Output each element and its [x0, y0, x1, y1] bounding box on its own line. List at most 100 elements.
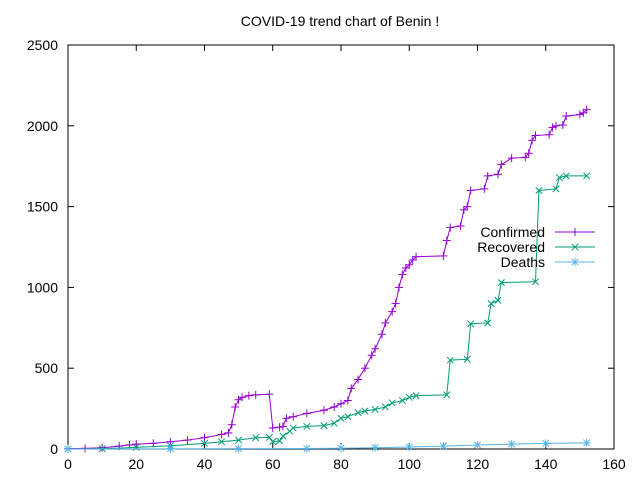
- y-tick-label: 2000: [27, 118, 58, 134]
- data-point: [575, 110, 584, 119]
- data-point: [289, 424, 297, 432]
- data-point: [371, 405, 379, 413]
- data-point: [541, 439, 550, 448]
- data-point: [166, 444, 175, 453]
- y-tick-label: 1500: [27, 199, 58, 215]
- data-point: [487, 300, 495, 308]
- data-point: [265, 433, 273, 441]
- data-point: [217, 430, 226, 439]
- series-deaths: [64, 438, 591, 453]
- data-point: [466, 186, 475, 195]
- data-point: [408, 255, 417, 264]
- x-tick-label: 100: [398, 456, 422, 472]
- y-tick-label: 2500: [27, 37, 58, 53]
- data-point: [235, 436, 243, 444]
- data-point: [497, 278, 505, 287]
- data-point: [330, 419, 338, 427]
- data-point: [231, 402, 240, 411]
- data-point: [344, 413, 352, 421]
- data-point: [319, 406, 328, 415]
- data-point: [483, 171, 492, 180]
- x-tick-label: 40: [197, 456, 213, 472]
- data-point: [354, 409, 362, 417]
- series-line-recovered: [67, 175, 587, 450]
- data-point: [302, 444, 311, 453]
- y-tick-label: 500: [35, 360, 59, 376]
- legend-marker: [571, 228, 579, 236]
- data-point: [531, 278, 540, 286]
- data-point: [282, 414, 291, 423]
- data-point: [278, 422, 287, 431]
- data-point: [493, 170, 502, 179]
- data-point: [555, 173, 563, 182]
- data-point: [583, 172, 591, 180]
- legend-marker: [571, 258, 579, 266]
- data-point: [579, 108, 588, 117]
- data-point: [548, 123, 557, 132]
- data-point: [494, 296, 502, 304]
- series-confirmed: [64, 105, 591, 453]
- data-point: [371, 443, 380, 452]
- data-point: [265, 390, 274, 399]
- legend-marker: [571, 243, 579, 251]
- series-layer: [64, 105, 591, 453]
- data-point: [218, 438, 226, 446]
- data-point: [337, 444, 345, 453]
- data-point: [367, 351, 376, 360]
- data-point: [200, 439, 209, 447]
- data-point: [64, 445, 72, 453]
- data-point: [443, 391, 451, 399]
- data-point: [234, 444, 243, 453]
- legend-label: Confirmed: [480, 224, 545, 240]
- data-point: [360, 364, 369, 373]
- data-point: [405, 393, 413, 401]
- data-point: [166, 437, 175, 446]
- chart-title: COVID-19 trend chart of Benin !: [241, 13, 439, 29]
- data-point: [149, 439, 158, 448]
- data-point: [507, 154, 516, 163]
- data-point: [405, 260, 414, 269]
- legend-label: Recovered: [477, 239, 545, 255]
- data-point: [381, 318, 390, 327]
- data-point: [361, 407, 369, 415]
- data-point: [528, 136, 537, 145]
- data-point: [227, 420, 236, 429]
- data-point: [473, 440, 482, 449]
- data-point: [524, 149, 533, 158]
- data-point: [289, 412, 298, 421]
- data-point: [275, 423, 284, 432]
- data-point: [391, 299, 400, 308]
- data-point: [238, 393, 247, 402]
- data-point: [200, 433, 209, 442]
- x-tick-label: 120: [466, 456, 490, 472]
- data-point: [480, 184, 489, 193]
- data-point: [562, 172, 570, 180]
- x-tick-label: 0: [64, 456, 72, 472]
- data-point: [395, 283, 404, 292]
- data-point: [337, 399, 345, 408]
- data-point: [337, 414, 345, 422]
- data-point: [302, 409, 311, 418]
- data-point: [545, 130, 554, 139]
- data-point: [371, 344, 380, 353]
- data-point: [463, 202, 472, 211]
- data-point: [268, 423, 277, 432]
- data-point: [551, 121, 560, 130]
- data-point: [330, 402, 339, 411]
- x-tick-label: 60: [265, 456, 281, 472]
- x-tick-label: 140: [534, 456, 558, 472]
- data-point: [343, 396, 352, 405]
- data-point: [354, 375, 363, 384]
- data-point: [467, 320, 475, 328]
- data-point: [347, 384, 356, 393]
- y-tick-label: 0: [50, 441, 58, 457]
- data-point: [442, 236, 451, 245]
- data-point: [398, 270, 407, 279]
- data-point: [535, 186, 543, 194]
- data-point: [446, 223, 455, 232]
- data-point: [183, 436, 192, 445]
- data-point: [224, 428, 233, 437]
- data-point: [244, 391, 253, 400]
- data-point: [552, 185, 560, 193]
